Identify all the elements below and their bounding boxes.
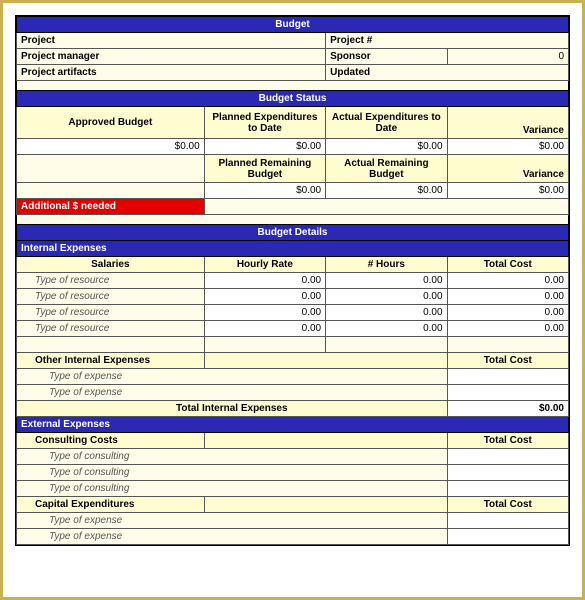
actual-header: Actual Expenditures to Date <box>326 107 447 139</box>
hours-val[interactable]: 0.00 <box>326 289 447 305</box>
status-title: Budget Status <box>17 91 569 107</box>
consulting-row[interactable]: Type of consulting <box>17 481 448 497</box>
variance-header-2: Variance <box>447 155 568 183</box>
planned-header: Planned Expenditures to Date <box>204 107 325 139</box>
planned-val[interactable]: $0.00 <box>204 139 325 155</box>
rate-val[interactable]: 0.00 <box>204 321 325 337</box>
external-title: External Expenses <box>17 417 569 433</box>
expense-row[interactable]: Type of expense <box>17 513 448 529</box>
resource-row[interactable]: Type of resource <box>17 305 205 321</box>
total-val[interactable] <box>447 369 568 385</box>
artifacts-label: Project artifacts <box>17 65 326 81</box>
total-internal-val: $0.00 <box>447 401 568 417</box>
expense-row[interactable]: Type of expense <box>17 369 448 385</box>
total-header: Total Cost <box>447 497 568 513</box>
total-val[interactable] <box>447 385 568 401</box>
sponsor-label: Sponsor <box>326 49 447 65</box>
sponsor-value[interactable]: 0 <box>447 49 568 65</box>
plan-remain-header: Planned Remaining Budget <box>204 155 325 183</box>
total-val: 0.00 <box>447 305 568 321</box>
total-val: 0.00 <box>447 321 568 337</box>
hours-header: # Hours <box>326 257 447 273</box>
empty-cell <box>204 353 447 369</box>
empty-cell <box>204 433 447 449</box>
variance-header: Variance <box>447 107 568 139</box>
actual-val[interactable]: $0.00 <box>326 139 447 155</box>
consulting-row[interactable]: Type of consulting <box>17 465 448 481</box>
rate-header: Hourly Rate <box>204 257 325 273</box>
approved-val[interactable]: $0.00 <box>17 139 205 155</box>
total-val[interactable] <box>447 481 568 497</box>
expense-row[interactable]: Type of expense <box>17 385 448 401</box>
other-internal-header: Other Internal Expenses <box>17 353 205 369</box>
rate-val[interactable]: 0.00 <box>204 305 325 321</box>
budget-title: Budget <box>17 17 569 33</box>
pm-label: Project manager <box>17 49 326 65</box>
total-header: Total Cost <box>447 433 568 449</box>
details-title: Budget Details <box>17 225 569 241</box>
resource-row[interactable]: Type of resource <box>17 321 205 337</box>
empty-cell <box>204 337 325 353</box>
empty-cell <box>17 183 205 199</box>
hours-val[interactable]: 0.00 <box>326 273 447 289</box>
total-val[interactable] <box>447 449 568 465</box>
updated-label: Updated <box>326 65 569 81</box>
consulting-row[interactable]: Type of consulting <box>17 449 448 465</box>
act-remain-header: Actual Remaining Budget <box>326 155 447 183</box>
capex-header: Capital Expenditures <box>17 497 205 513</box>
salaries-header: Salaries <box>17 257 205 273</box>
hours-val[interactable]: 0.00 <box>326 305 447 321</box>
act-remain-val[interactable]: $0.00 <box>326 183 447 199</box>
internal-title: Internal Expenses <box>17 241 569 257</box>
total-val: 0.00 <box>447 289 568 305</box>
hours-val[interactable]: 0.00 <box>326 321 447 337</box>
total-internal-label: Total Internal Expenses <box>17 401 448 417</box>
empty-cell <box>326 337 447 353</box>
budget-sheet: Budget Project Project # Project manager… <box>15 15 570 546</box>
rate-val[interactable]: 0.00 <box>204 273 325 289</box>
approved-header: Approved Budget <box>17 107 205 139</box>
additional-needed: Additional $ needed <box>17 199 205 215</box>
resource-row[interactable]: Type of resource <box>17 273 205 289</box>
rate-val[interactable]: 0.00 <box>204 289 325 305</box>
total-header: Total Cost <box>447 257 568 273</box>
total-val: 0.00 <box>447 273 568 289</box>
additional-val[interactable] <box>204 199 568 215</box>
total-val[interactable] <box>447 513 568 529</box>
empty-cell <box>204 497 447 513</box>
resource-row[interactable]: Type of resource <box>17 289 205 305</box>
total-val[interactable] <box>447 529 568 545</box>
total-header: Total Cost <box>447 353 568 369</box>
empty-cell <box>447 337 568 353</box>
empty-cell <box>17 337 205 353</box>
budget-table: Budget Project Project # Project manager… <box>16 16 569 545</box>
variance-val[interactable]: $0.00 <box>447 139 568 155</box>
variance-val-2[interactable]: $0.00 <box>447 183 568 199</box>
expense-row[interactable]: Type of expense <box>17 529 448 545</box>
consulting-header: Consulting Costs <box>17 433 205 449</box>
plan-remain-val[interactable]: $0.00 <box>204 183 325 199</box>
total-val[interactable] <box>447 465 568 481</box>
project-num-label: Project # <box>326 33 569 49</box>
empty-cell <box>17 155 205 183</box>
project-label: Project <box>17 33 326 49</box>
